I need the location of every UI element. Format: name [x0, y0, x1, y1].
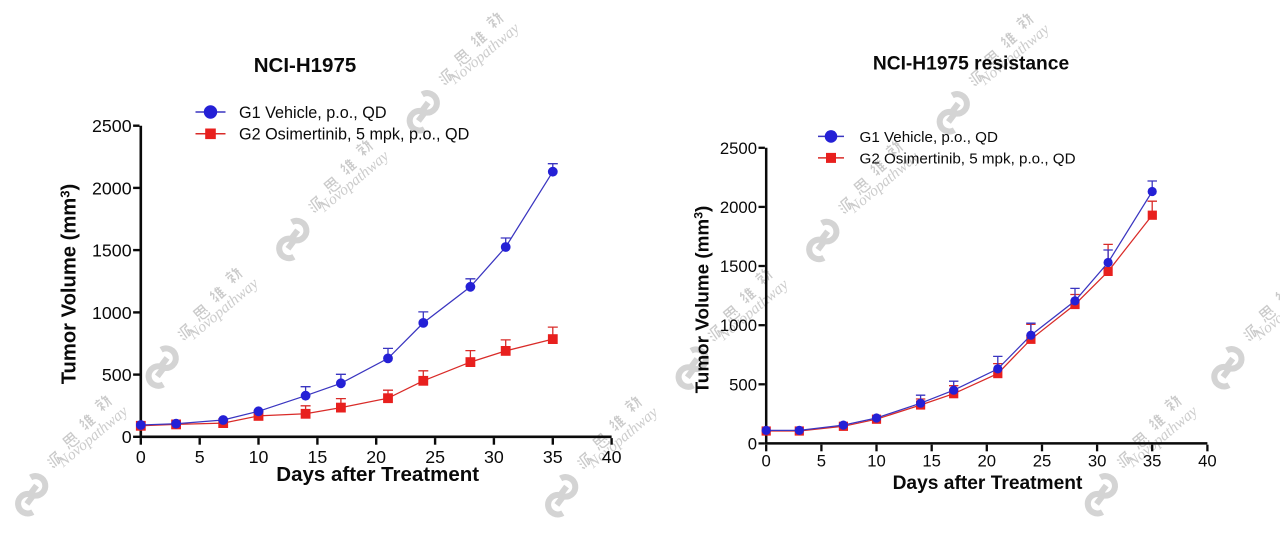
svg-text:40: 40: [1198, 452, 1217, 471]
svg-text:Days after Treatment: Days after Treatment: [893, 473, 1083, 494]
svg-text:2000: 2000: [92, 178, 132, 198]
svg-text:5: 5: [817, 452, 826, 471]
svg-text:0: 0: [762, 452, 771, 471]
svg-text:5: 5: [195, 447, 205, 467]
svg-text:15: 15: [308, 447, 328, 467]
svg-text:1500: 1500: [92, 241, 132, 261]
svg-text:NCI-H1975: NCI-H1975: [254, 54, 357, 77]
svg-text:15: 15: [922, 452, 941, 471]
svg-text:G2 Osimertinib, 5 mpk, p.o., Q: G2 Osimertinib, 5 mpk, p.o., QD: [239, 126, 469, 144]
svg-text:30: 30: [484, 447, 504, 467]
svg-text:G2 Osimertinib, 5 mpk, p.o., Q: G2 Osimertinib, 5 mpk, p.o., QD: [860, 150, 1076, 167]
svg-text:2000: 2000: [720, 198, 757, 217]
svg-text:G1 Vehicle, p.o., QD: G1 Vehicle, p.o., QD: [860, 129, 998, 146]
svg-text:25: 25: [1033, 452, 1052, 471]
svg-text:NCI-H1975 resistance: NCI-H1975 resistance: [873, 54, 1070, 75]
svg-text:30: 30: [1088, 452, 1107, 471]
svg-text:2500: 2500: [720, 139, 757, 158]
svg-text:1000: 1000: [720, 316, 757, 335]
svg-text:10: 10: [867, 452, 886, 471]
svg-text:500: 500: [102, 365, 132, 385]
svg-text:20: 20: [978, 452, 997, 471]
svg-text:40: 40: [602, 447, 622, 467]
svg-text:2500: 2500: [92, 116, 132, 136]
svg-text:35: 35: [543, 447, 563, 467]
svg-text:0: 0: [748, 434, 757, 453]
svg-text:Tumor Volume (mm3): Tumor Volume (mm3): [692, 206, 714, 394]
svg-text:35: 35: [1143, 452, 1162, 471]
svg-text:Days after Treatment: Days after Treatment: [276, 463, 479, 486]
svg-text:0: 0: [136, 447, 146, 467]
svg-text:25: 25: [425, 447, 445, 467]
svg-text:1500: 1500: [720, 257, 757, 276]
svg-text:20: 20: [366, 447, 386, 467]
svg-text:Tumor Volume (mm3): Tumor Volume (mm3): [58, 184, 81, 385]
svg-text:1000: 1000: [92, 303, 132, 323]
svg-text:0: 0: [122, 427, 132, 447]
svg-text:500: 500: [729, 375, 757, 394]
svg-text:10: 10: [249, 447, 269, 467]
svg-text:G1 Vehicle, p.o., QD: G1 Vehicle, p.o., QD: [239, 104, 387, 122]
